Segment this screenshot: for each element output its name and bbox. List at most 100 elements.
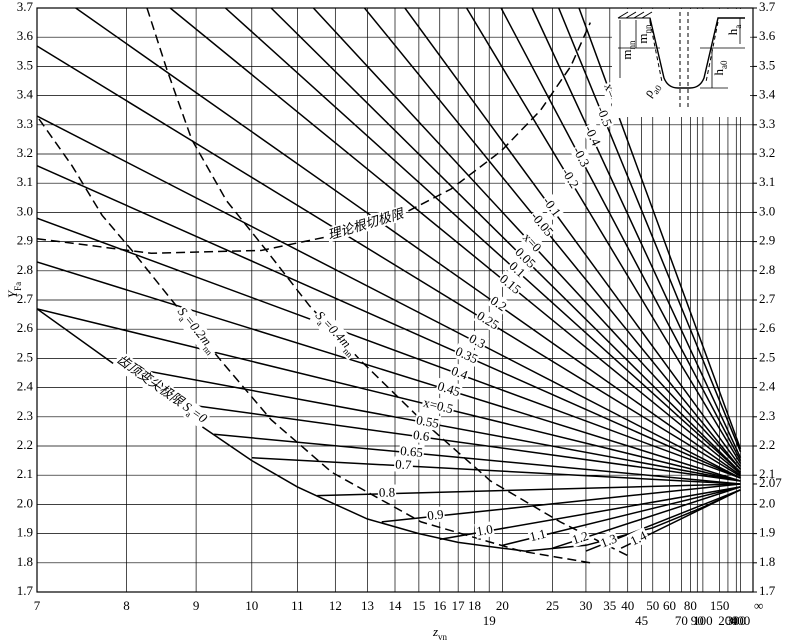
y2-tick-label: 2.7: [759, 291, 776, 306]
line-label: 1.0: [475, 521, 494, 539]
shift-line: [170, 401, 741, 482]
shift-line: [363, 8, 742, 470]
line-label: -0.2: [559, 165, 582, 190]
label-part: a: [177, 314, 187, 323]
x-tick-label: 90: [691, 613, 704, 628]
y2-tick-label: 2.0: [759, 495, 775, 510]
label-background: [505, 257, 530, 281]
shift-line: [224, 8, 742, 473]
y-tick-label: 2.4: [17, 379, 34, 394]
shift-line: [37, 308, 741, 482]
x-tick-label: 40: [621, 598, 634, 613]
labels: 1.7 1.8 1.9 2.0 2.1 2.2 2.3 2.4 2.5 2.6 2.7 2.8 2.9 3…: [5, 0, 782, 642]
label-part: Fa: [13, 282, 23, 291]
x-tick-label: 70: [675, 613, 688, 628]
shift-line: [37, 165, 741, 479]
label-background: [377, 484, 397, 500]
label-background: [474, 521, 495, 540]
line-label: 0.8: [379, 484, 396, 499]
shift-line: [500, 8, 742, 461]
x-tick-label: 14: [389, 598, 403, 613]
y-tick-label: 1.8: [17, 554, 33, 569]
y2-tick-label: 3.1: [759, 174, 775, 189]
inset-label: mnn: [619, 40, 637, 60]
limit-curve: [37, 22, 591, 255]
y-tick-label: 3.4: [17, 87, 34, 102]
inset-background: [612, 9, 750, 117]
label-background: [393, 456, 414, 473]
y2-tick-label: 2.4: [759, 379, 776, 394]
y2-tick-label: 2.5: [759, 349, 775, 364]
label-background: [465, 330, 489, 352]
curve-label: 1.0: [474, 521, 495, 540]
line-label: 0.65: [400, 443, 424, 460]
line-label: 0.45: [436, 378, 462, 399]
y-tick-label: 2.1: [17, 466, 33, 481]
inset-label: mnn: [635, 24, 653, 44]
y2-tick-label: 3.4: [759, 87, 776, 102]
curve-label: 0.8: [377, 484, 397, 500]
label-background: [539, 192, 565, 221]
x-tick-label: 50: [646, 598, 659, 613]
x-axis-label: zvn: [432, 624, 448, 642]
label-background: [569, 143, 594, 171]
label-background: [496, 270, 525, 298]
label-part: a: [315, 318, 325, 328]
x-tick-label: ∞: [754, 598, 763, 613]
y2-tick-label: 2.6: [759, 320, 776, 335]
label-background: [519, 228, 546, 256]
label-background: [511, 243, 540, 272]
limit-curve: [38, 118, 591, 564]
line-label: 0.6: [412, 427, 431, 444]
label-background: [597, 530, 620, 551]
x-tick-label: 150: [710, 598, 730, 613]
label-background: [171, 303, 222, 359]
label-background: [325, 204, 408, 243]
x-tick-label: 18: [468, 598, 481, 613]
x-tick-label: 20: [496, 598, 509, 613]
x-tick-label: 11: [291, 598, 304, 613]
label-background: [452, 343, 482, 367]
x-tick-label: 13: [361, 598, 374, 613]
y2-tick-label: 3.0: [759, 203, 775, 218]
x-tick-label: 80: [684, 598, 697, 613]
y2-tick-label: 1.8: [759, 554, 775, 569]
y-tick-label: 3.2: [17, 145, 33, 160]
curve-label: x=0.5: [420, 394, 456, 417]
curve-label: 0.45: [434, 377, 464, 400]
label-background: [398, 442, 425, 461]
limit-curve: [146, 8, 631, 558]
shift-line: [37, 115, 741, 479]
curve-label: -0.2: [558, 164, 583, 192]
curve-label: 0.3: [465, 330, 489, 352]
line-label: 0.3: [467, 331, 488, 352]
line-label: 1.3: [598, 531, 619, 551]
inset-tooth: [649, 17, 745, 89]
y2-tick-label: 2.1: [759, 466, 775, 481]
y-tick-label: 2.9: [17, 233, 33, 248]
x-tick-label: 15: [412, 598, 425, 613]
x-tick-label: 60: [663, 598, 676, 613]
label-part: a: [184, 409, 193, 419]
x-tick-label: 25: [546, 598, 559, 613]
line-label: 1.1: [528, 526, 547, 544]
label-background: [420, 394, 456, 417]
inset-label: ha0: [711, 60, 729, 75]
y2-tick-label: 2.3: [759, 408, 775, 423]
label-background: [558, 164, 583, 192]
y2-tick-label: 3.3: [759, 116, 775, 131]
curve-label: 1.2: [569, 527, 592, 548]
y-tick-label: 2.6: [17, 320, 34, 335]
label-background: [111, 350, 212, 430]
shift-line: [37, 261, 741, 482]
curve-label: 1.4: [626, 527, 651, 549]
y-tick-label: 1.9: [17, 525, 33, 540]
shift-line: [251, 456, 741, 485]
label-background: [527, 525, 549, 545]
line-label: x=0.5: [422, 395, 455, 417]
y-tick-label: 3.7: [17, 0, 34, 14]
label-background: [448, 362, 472, 384]
y2-tick-label: 3.7: [759, 0, 776, 14]
shift-line: [169, 8, 741, 475]
